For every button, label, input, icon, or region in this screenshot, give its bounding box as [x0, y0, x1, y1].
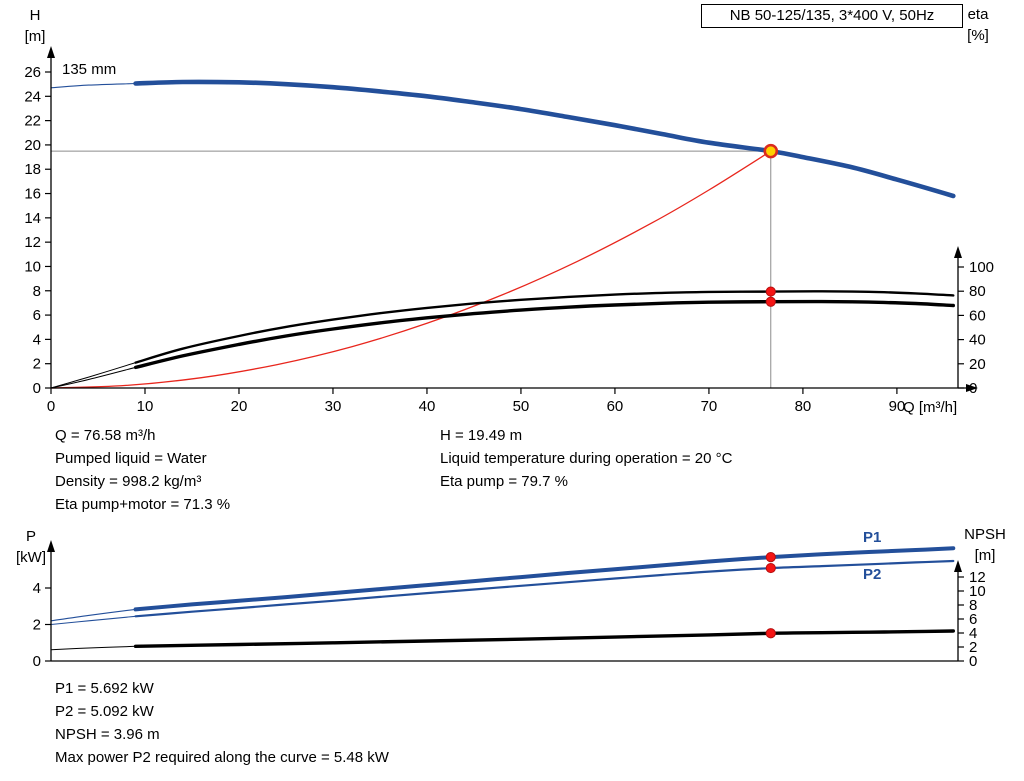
svg-text:60: 60: [969, 307, 986, 324]
svg-text:2: 2: [969, 639, 977, 656]
impeller-size-label: 135 mm: [62, 61, 117, 78]
eta-pump-line: Eta pump = 79.7 %: [440, 473, 568, 490]
svg-text:10: 10: [969, 583, 986, 600]
svg-text:16: 16: [24, 186, 41, 203]
svg-text:0: 0: [969, 380, 977, 397]
svg-text:0: 0: [47, 398, 55, 415]
npsh-value-line: NPSH = 3.96 m: [55, 726, 160, 743]
svg-text:22: 22: [24, 113, 41, 130]
h-axis-symbol: H: [29, 7, 41, 24]
svg-text:80: 80: [969, 283, 986, 300]
power-info: P1 = 5.692 kW P2 = 5.092 kW NPSH = 3.96 …: [55, 677, 389, 769]
duty-info-left: Q = 76.58 m³/h Pumped liquid = Water Den…: [55, 424, 230, 516]
eta-axis-label: eta [%]: [955, 4, 1001, 46]
svg-text:80: 80: [795, 398, 812, 415]
svg-text:4: 4: [33, 580, 41, 597]
svg-text:100: 100: [969, 259, 994, 276]
p2-curve-label: P2: [863, 566, 882, 583]
npsh-axis-symbol: NPSH: [964, 526, 1006, 543]
svg-text:0: 0: [969, 653, 977, 670]
pumped-liquid-line: Pumped liquid = Water: [55, 450, 207, 467]
q-axis-label: Q [m³/h]: [903, 399, 958, 416]
npsh-axis-unit: [m]: [974, 547, 996, 564]
eta-pump-motor-line: Eta pump+motor = 71.3 %: [55, 496, 231, 513]
svg-text:20: 20: [24, 137, 41, 154]
eta-axis-unit: [%]: [967, 27, 989, 44]
svg-text:70: 70: [701, 398, 718, 415]
svg-text:4: 4: [969, 625, 977, 642]
svg-text:8: 8: [969, 597, 977, 614]
max-power-line: Max power P2 required along the curve = …: [55, 749, 389, 766]
svg-text:0: 0: [33, 653, 41, 670]
npsh-axis-label: NPSH [m]: [954, 524, 1016, 566]
svg-text:0: 0: [33, 380, 41, 397]
svg-text:20: 20: [969, 356, 986, 373]
p1-curve-label: P1: [863, 529, 882, 546]
svg-text:30: 30: [325, 398, 342, 415]
p-axis-symbol: P: [25, 528, 36, 545]
svg-text:50: 50: [513, 398, 530, 415]
density-line: Density = 998.2 kg/m³: [55, 473, 202, 490]
svg-text:60: 60: [607, 398, 624, 415]
h-axis-label: H [m]: [12, 5, 58, 47]
svg-text:6: 6: [969, 611, 977, 628]
p-axis-label: P [kW]: [8, 526, 54, 568]
svg-text:20: 20: [231, 398, 248, 415]
p-axis-unit: [kW]: [16, 549, 46, 566]
duty-head-line: H = 19.49 m: [440, 427, 523, 444]
svg-text:6: 6: [33, 307, 41, 324]
svg-text:26: 26: [24, 64, 41, 81]
svg-text:12: 12: [969, 569, 986, 586]
svg-text:8: 8: [33, 283, 41, 300]
duty-flow-line: Q = 76.58 m³/h: [55, 427, 156, 444]
svg-text:2: 2: [33, 356, 41, 373]
svg-text:18: 18: [24, 161, 41, 178]
svg-text:14: 14: [24, 210, 41, 227]
svg-text:10: 10: [137, 398, 154, 415]
svg-text:40: 40: [419, 398, 436, 415]
svg-text:40: 40: [969, 332, 986, 349]
svg-text:4: 4: [33, 331, 41, 348]
svg-text:24: 24: [24, 88, 41, 105]
svg-text:90: 90: [889, 398, 906, 415]
duty-info-right: H = 19.49 m Liquid temperature during op…: [440, 424, 732, 493]
svg-text:2: 2: [33, 617, 41, 634]
pump-model-box: NB 50-125/135, 3*400 V, 50Hz: [701, 4, 963, 28]
eta-axis-symbol: eta: [967, 6, 989, 23]
p2-value-line: P2 = 5.092 kW: [55, 703, 154, 720]
liquid-temperature-line: Liquid temperature during operation = 20…: [440, 450, 733, 467]
svg-text:10: 10: [24, 258, 41, 275]
p1-value-line: P1 = 5.692 kW: [55, 680, 154, 697]
svg-text:12: 12: [24, 234, 41, 251]
pump-model-label: NB 50-125/135, 3*400 V, 50Hz: [729, 7, 935, 24]
h-axis-unit: [m]: [24, 28, 46, 45]
